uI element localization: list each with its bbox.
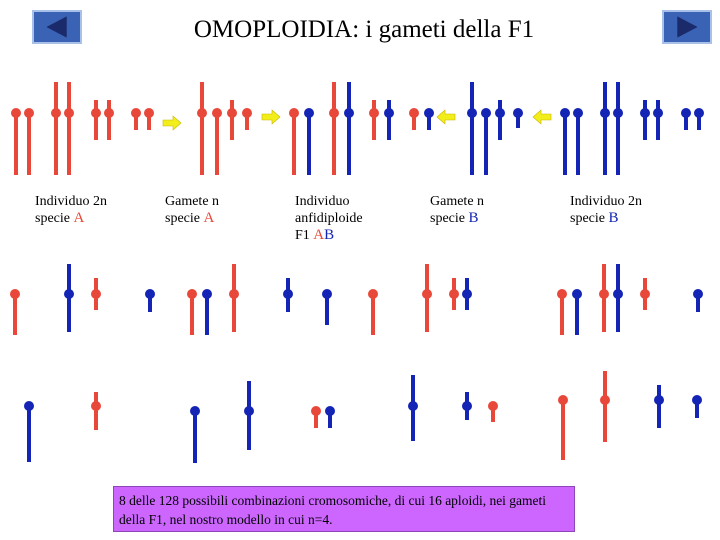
chromosome-blue-31 xyxy=(694,108,704,130)
chromosome-blue-30 xyxy=(681,108,691,130)
chromosome-blue-46 xyxy=(572,289,582,335)
chromosome-blue-25 xyxy=(573,108,583,175)
chromosome-red-12 xyxy=(289,108,299,175)
chromosome-blue-57 xyxy=(408,375,418,441)
chromosome-blue-53 xyxy=(190,406,200,463)
caption-note: 8 delle 128 possibili combinazioni cromo… xyxy=(113,486,575,532)
gamete-arrow-icon-1 xyxy=(261,109,281,125)
chromosome-red-60 xyxy=(558,395,568,460)
chromosome-blue-56 xyxy=(325,406,335,428)
chromosome-red-5 xyxy=(104,100,114,140)
chromosome-red-8 xyxy=(197,82,207,175)
chromosome-blue-23 xyxy=(513,108,523,128)
chromosome-red-52 xyxy=(91,392,101,430)
chromosome-red-45 xyxy=(557,289,567,335)
chromosome-blue-13 xyxy=(304,108,314,175)
chromosome-red-16 xyxy=(369,100,379,140)
chromosome-red-4 xyxy=(91,100,101,140)
chromosome-blue-15 xyxy=(344,82,354,175)
label-individuo-2n-a: Individuo 2n specie A xyxy=(35,194,107,226)
gamete-arrow-icon-3 xyxy=(532,109,552,125)
left-arrow-icon xyxy=(46,16,67,38)
chromosome-blue-20 xyxy=(467,82,477,175)
chromosome-blue-28 xyxy=(640,100,650,140)
chromosome-blue-27 xyxy=(613,82,623,175)
chromosome-red-7 xyxy=(144,108,154,130)
chromosome-blue-63 xyxy=(692,395,702,418)
chromosome-red-38 xyxy=(229,264,239,332)
chromosome-blue-51 xyxy=(24,401,34,462)
chromosome-red-10 xyxy=(227,100,237,140)
chromosome-red-9 xyxy=(212,108,222,175)
gamete-arrow-icon-0 xyxy=(162,115,182,131)
chromosome-red-61 xyxy=(600,371,610,442)
chromosome-red-1 xyxy=(24,108,34,175)
chromosome-blue-33 xyxy=(64,264,74,332)
chromosome-blue-54 xyxy=(244,381,254,450)
chromosome-blue-35 xyxy=(145,289,155,312)
chromosome-red-49 xyxy=(640,278,650,310)
page-title: OMOPLOIDIA: i gameti della F1 xyxy=(193,16,535,43)
chromosome-red-34 xyxy=(91,278,101,310)
chromosome-red-14 xyxy=(329,82,339,175)
chromosome-blue-24 xyxy=(560,108,570,175)
chromosome-red-32 xyxy=(10,289,20,335)
label-gamete-a: Gamete n specie A xyxy=(165,194,220,226)
label-gamete-b: Gamete n specie B xyxy=(430,194,485,226)
chromosome-red-3 xyxy=(64,82,74,175)
chromosome-red-47 xyxy=(599,264,609,332)
chromosome-blue-21 xyxy=(481,108,491,175)
previous-slide-button[interactable] xyxy=(32,10,82,44)
chromosome-red-0 xyxy=(11,108,21,175)
chromosome-red-2 xyxy=(51,82,61,175)
chromosome-blue-50 xyxy=(693,289,703,312)
chromosome-red-41 xyxy=(368,289,378,335)
label-individuo-2n-b: Individuo 2n specie B xyxy=(570,194,642,226)
chromosome-red-55 xyxy=(311,406,321,428)
chromosome-blue-37 xyxy=(202,289,212,335)
chromosome-blue-40 xyxy=(322,289,332,325)
chromosome-red-42 xyxy=(422,264,432,332)
chromosome-blue-48 xyxy=(613,264,623,332)
chromosome-blue-44 xyxy=(462,278,472,310)
chromosome-blue-22 xyxy=(495,100,505,140)
chromosome-blue-17 xyxy=(384,100,394,140)
chromosome-red-6 xyxy=(131,108,141,130)
chromosome-red-59 xyxy=(488,401,498,422)
chromosome-red-43 xyxy=(449,278,459,310)
chromosome-red-36 xyxy=(187,289,197,335)
chromosome-red-18 xyxy=(409,108,419,130)
chromosome-red-11 xyxy=(242,108,252,130)
label-f1-anfidiploide: Individuo anfidiploide F1 AB xyxy=(295,194,363,243)
chromosome-blue-29 xyxy=(653,100,663,140)
chromosome-blue-62 xyxy=(654,385,664,428)
next-slide-button[interactable] xyxy=(662,10,712,44)
right-arrow-icon xyxy=(677,16,698,38)
chromosome-blue-26 xyxy=(600,82,610,175)
chromosome-blue-58 xyxy=(462,392,472,420)
gamete-arrow-icon-2 xyxy=(436,109,456,125)
chromosome-blue-19 xyxy=(424,108,434,130)
chromosome-blue-39 xyxy=(283,278,293,312)
